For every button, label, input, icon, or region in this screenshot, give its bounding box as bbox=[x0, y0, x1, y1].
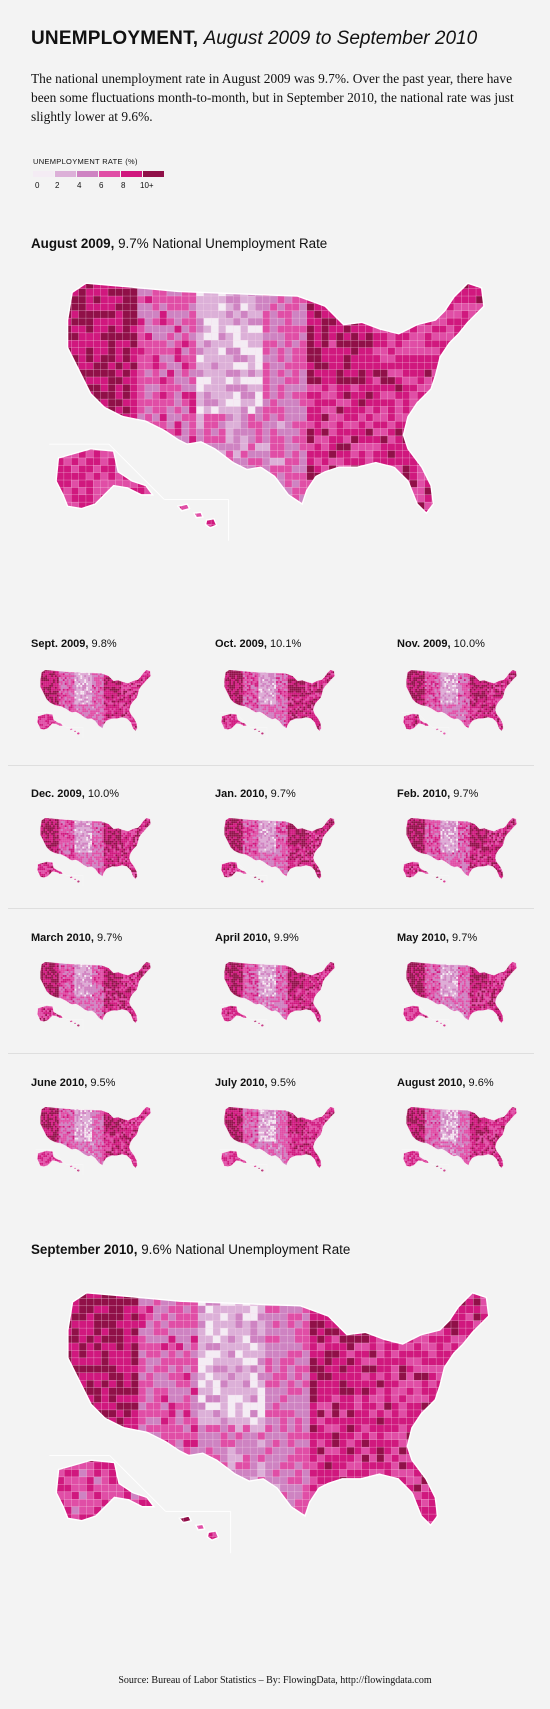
legend-swatch-1 bbox=[55, 171, 76, 177]
divider-3 bbox=[8, 1053, 534, 1054]
legend-tick-10plus: 10+ bbox=[140, 181, 154, 190]
legend-tick-2: 2 bbox=[55, 181, 59, 190]
us-map-oct-2009 bbox=[219, 669, 335, 739]
title-bold: UNEMPLOYMENT, bbox=[31, 28, 198, 49]
us-map-may-2010 bbox=[401, 961, 517, 1031]
panel-heading-may-2010: May 2010, 9.7% bbox=[397, 932, 477, 944]
source-credit: Source: Bureau of Labor Statistics – By:… bbox=[0, 1675, 550, 1686]
top-map-heading-rest: 9.7% National Unemployment Rate bbox=[118, 236, 327, 251]
bottom-map-heading-rest: 9.6% National Unemployment Rate bbox=[141, 1242, 350, 1257]
legend-swatch-5 bbox=[143, 171, 164, 177]
us-map-april-2010 bbox=[219, 961, 335, 1031]
us-map-dec-2009 bbox=[35, 817, 151, 887]
bottom-map-heading: September 2010, 9.6% National Unemployme… bbox=[31, 1242, 350, 1257]
us-map-feb-2010 bbox=[401, 817, 517, 887]
panel-heading-dec-2009: Dec. 2009, 10.0% bbox=[31, 788, 119, 800]
panel-heading-oct-2009: Oct. 2009, 10.1% bbox=[215, 638, 301, 650]
us-map-june-2010 bbox=[35, 1106, 151, 1176]
top-map-heading: August 2009, 9.7% National Unemployment … bbox=[31, 236, 327, 251]
title-italic: August 2009 to September 2010 bbox=[204, 28, 478, 49]
panel-heading-march-2010: March 2010, 9.7% bbox=[31, 932, 122, 944]
bottom-map-heading-bold: September 2010, bbox=[31, 1242, 137, 1257]
legend-tick-0: 0 bbox=[35, 181, 39, 190]
legend-tick-4: 4 bbox=[77, 181, 81, 190]
us-map-sept-2009 bbox=[35, 669, 151, 739]
us-map-july-2010 bbox=[219, 1106, 335, 1176]
us-map-jan-2010 bbox=[219, 817, 335, 887]
us-map-september-2010 bbox=[49, 1292, 490, 1554]
legend-swatch-0 bbox=[33, 171, 54, 177]
divider-2 bbox=[8, 908, 534, 909]
top-map-heading-bold: August 2009, bbox=[31, 236, 114, 251]
panel-heading-june-2010: June 2010, 9.5% bbox=[31, 1077, 115, 1089]
legend-swatch-3 bbox=[99, 171, 120, 177]
legend-tick-6: 6 bbox=[99, 181, 103, 190]
page-title: UNEMPLOYMENT, August 2009 to September 2… bbox=[31, 28, 477, 50]
panel-heading-jan-2010: Jan. 2010, 9.7% bbox=[215, 788, 296, 800]
us-map-august-2009 bbox=[49, 282, 485, 541]
us-map-august-2010 bbox=[401, 1106, 517, 1176]
us-map-march-2010 bbox=[35, 961, 151, 1031]
panel-heading-nov-2009: Nov. 2009, 10.0% bbox=[397, 638, 485, 650]
panel-heading-august-2010: August 2010, 9.6% bbox=[397, 1077, 494, 1089]
panel-heading-april-2010: April 2010, 9.9% bbox=[215, 932, 299, 944]
legend-title: UNEMPLOYMENT RATE (%) bbox=[33, 157, 165, 166]
divider-1 bbox=[8, 765, 534, 766]
legend-swatch-4 bbox=[121, 171, 142, 177]
us-map-nov-2009 bbox=[401, 669, 517, 739]
panel-heading-sept-2009: Sept. 2009, 9.8% bbox=[31, 638, 117, 650]
legend: UNEMPLOYMENT RATE (%) 0 2 4 6 8 10+ bbox=[33, 157, 165, 193]
intro-text: The national unemployment rate in August… bbox=[31, 69, 526, 126]
panel-heading-july-2010: July 2010, 9.5% bbox=[215, 1077, 296, 1089]
legend-swatches bbox=[33, 171, 165, 177]
legend-ticks: 0 2 4 6 8 10+ bbox=[33, 181, 165, 193]
legend-swatch-2 bbox=[77, 171, 98, 177]
legend-tick-8: 8 bbox=[121, 181, 125, 190]
panel-heading-feb-2010: Feb. 2010, 9.7% bbox=[397, 788, 478, 800]
